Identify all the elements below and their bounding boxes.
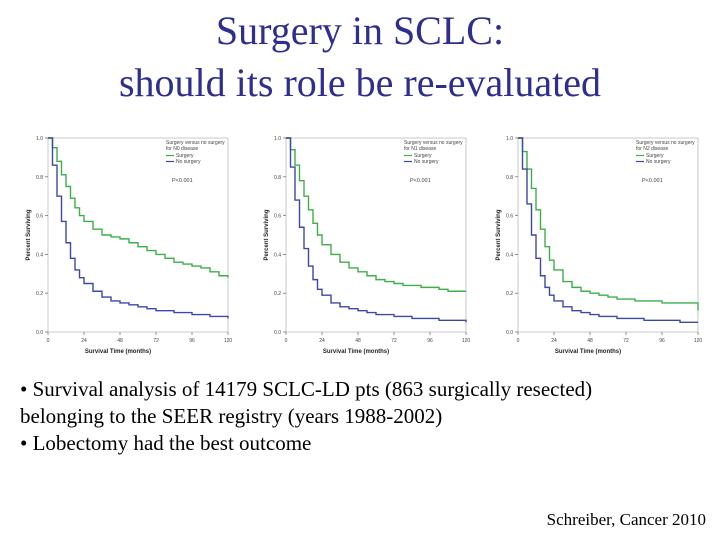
series-line-no-surgery	[518, 137, 698, 323]
series-line-surgery	[48, 137, 229, 278]
y-tick-label: 0.4	[274, 252, 281, 258]
survival-chart-n2: 0.0 0.2 0.4 0.6 0.8 1.0 0 24 48 72 96 120 Survival T…	[488, 128, 710, 360]
legend-entry-label: Surgery	[414, 153, 432, 159]
legend-entry-label: No surgery	[414, 159, 439, 165]
series-line-no-surgery	[286, 137, 467, 323]
x-tick-label: 120	[224, 338, 233, 344]
plot-frame	[517, 137, 699, 333]
survival-chart-n1: 0.0 0.2 0.4 0.6 0.8 1.0 0 24 48 72 96 120 Survival T…	[256, 128, 478, 360]
series-line-surgery	[518, 137, 699, 311]
x-tick-label: 120	[694, 338, 703, 344]
x-tick-label: 48	[117, 338, 123, 344]
p-value-annotation: P<0.001	[410, 178, 431, 184]
legend-title-line-2: for N2 disease	[636, 146, 668, 152]
bullet-line-2: belonging to the SEER registry (years 19…	[20, 404, 443, 428]
y-axis-label: Percent Surviving	[264, 209, 270, 260]
x-tick-label: 24	[81, 338, 87, 344]
legend-entry-label: No surgery	[176, 159, 201, 165]
survival-charts-row: 0.0 0.2 0.4 0.6 0.8 1.0 0 24 48 72 96 120 Survival T…	[0, 128, 720, 360]
p-value-annotation: P<0.001	[642, 178, 663, 184]
y-tick-label: 0.8	[274, 175, 281, 181]
legend-entry-label: Surgery	[176, 153, 194, 159]
legend-title-line-1: Surgery versus no surgery	[404, 140, 463, 146]
bullet-line-3: • Lobectomy had the best outcome	[20, 431, 312, 455]
y-tick-label: 0.6	[274, 214, 281, 220]
x-tick-label: 48	[355, 338, 361, 344]
x-tick-label: 72	[391, 338, 397, 344]
plot-frame	[285, 137, 467, 333]
y-tick-label: 0.6	[506, 214, 513, 220]
x-axis-label: Survival Time (months)	[555, 349, 621, 355]
y-tick-label: 0.0	[36, 330, 43, 336]
y-tick-label: 0.8	[506, 175, 513, 181]
legend-title-line-1: Surgery versus no surgery	[636, 140, 695, 146]
bullet-list: • Survival analysis of 14179 SCLC-LD pts…	[20, 376, 710, 457]
y-tick-label: 0.8	[36, 175, 43, 181]
x-tick-label: 72	[623, 338, 629, 344]
p-value-annotation: P<0.001	[172, 178, 193, 184]
x-tick-label: 0	[285, 338, 288, 344]
legend-title-line-2: for N0 disease	[166, 146, 198, 152]
y-tick-label: 0.0	[274, 330, 281, 336]
slide-title-line-2: should its role be re-evaluated	[118, 60, 602, 105]
x-tick-label: 120	[462, 338, 471, 344]
slide-title-line-1: Surgery in SCLC:	[215, 8, 505, 53]
x-tick-label: 96	[427, 338, 433, 344]
x-tick-label: 96	[189, 338, 195, 344]
y-tick-label: 1.0	[274, 136, 281, 142]
y-tick-label: 1.0	[506, 136, 513, 142]
y-tick-label: 0.2	[36, 291, 43, 297]
y-tick-label: 1.0	[36, 136, 43, 142]
legend-entry-label: No surgery	[646, 159, 671, 165]
x-tick-label: 0	[47, 338, 50, 344]
y-tick-label: 0.4	[36, 252, 43, 258]
x-tick-label: 24	[551, 338, 557, 344]
y-axis-label: Percent Surviving	[496, 209, 502, 260]
survival-chart-n0: 0.0 0.2 0.4 0.6 0.8 1.0 0 24 48 72 96 120 Survival T…	[18, 128, 240, 360]
y-tick-label: 0.6	[36, 214, 43, 220]
x-tick-label: 96	[659, 338, 665, 344]
citation: Schreiber, Cancer 2010	[546, 510, 706, 529]
series-line-no-surgery	[48, 137, 229, 319]
x-axis-label: Survival Time (months)	[85, 349, 151, 355]
y-tick-label: 0.4	[506, 252, 513, 258]
survival-chart-n0-svg: 0.0 0.2 0.4 0.6 0.8 1.0 0 24 48 72 96 120 Survival T…	[26, 136, 233, 355]
x-tick-label: 72	[153, 338, 159, 344]
x-tick-label: 0	[517, 338, 520, 344]
legend-entry-label: Surgery	[646, 153, 664, 159]
y-axis-label: Percent Surviving	[26, 209, 32, 260]
bullet-line-1: • Survival analysis of 14179 SCLC-LD pts…	[20, 377, 593, 401]
x-tick-label: 48	[587, 338, 593, 344]
y-tick-label: 0.0	[506, 330, 513, 336]
y-tick-label: 0.2	[274, 291, 281, 297]
y-tick-label: 0.2	[506, 291, 513, 297]
survival-chart-n1-svg: 0.0 0.2 0.4 0.6 0.8 1.0 0 24 48 72 96 120 Survival T…	[264, 136, 471, 355]
series-line-surgery	[286, 137, 466, 292]
legend-title-line-2: for N1 disease	[404, 146, 436, 152]
legend-title-line-1: Surgery versus no surgery	[166, 140, 225, 146]
plot-frame	[47, 137, 229, 333]
x-tick-label: 24	[319, 338, 325, 344]
x-axis-label: Survival Time (months)	[323, 349, 389, 355]
survival-chart-n2-svg: 0.0 0.2 0.4 0.6 0.8 1.0 0 24 48 72 96 120 Survival T…	[496, 136, 703, 355]
